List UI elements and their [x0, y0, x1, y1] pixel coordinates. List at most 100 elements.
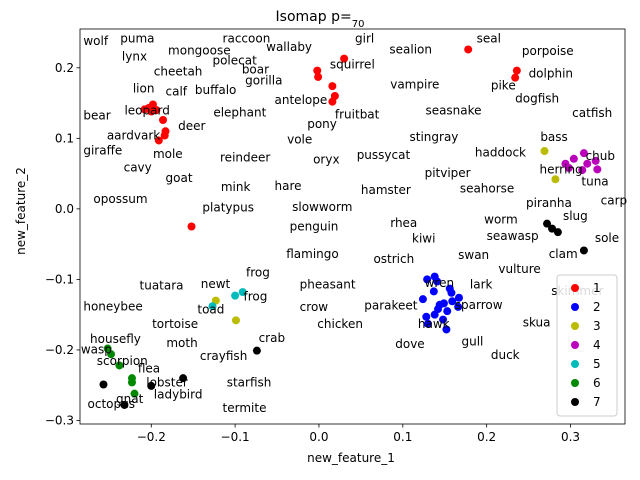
data-point-series-1 [511, 73, 520, 82]
data-point-series-7 [553, 228, 562, 237]
data-point-series-3 [540, 147, 549, 156]
point-label: wren [425, 276, 454, 290]
chart-title: Isomap p=70 [276, 9, 365, 30]
data-point-series-6 [107, 350, 116, 359]
data-point-series-1 [152, 106, 161, 115]
data-point-series-4 [569, 154, 578, 163]
point-label: bear [83, 108, 110, 122]
point-label: wallaby [266, 40, 312, 54]
data-point-series-7 [548, 224, 557, 233]
point-label: lion [133, 81, 155, 95]
data-point-series-2 [418, 295, 427, 304]
data-point-series-1 [464, 45, 473, 54]
point-label: clam [549, 247, 578, 261]
data-point-series-4 [564, 163, 573, 172]
point-label: goat [166, 171, 193, 185]
data-point-series-1 [160, 131, 169, 140]
data-point-series-6 [130, 389, 139, 398]
point-label: skua [523, 316, 551, 330]
point-label: porpoise [522, 44, 574, 58]
legend-marker [571, 322, 579, 330]
data-point-series-4 [591, 156, 600, 165]
data-point-series-4 [593, 165, 602, 174]
point-label: gnat [116, 392, 144, 406]
y-tick-label: −0.3 [45, 413, 74, 427]
point-label: seawasp [487, 229, 539, 243]
point-label: leopard [124, 103, 169, 117]
point-label: hamster [361, 183, 411, 197]
legend-label: 4 [593, 338, 601, 352]
point-label: rhea [390, 216, 417, 230]
point-label: lark [470, 278, 493, 292]
point-label: penguin [290, 220, 339, 234]
point-label: lobster [146, 376, 188, 390]
point-label: elephant [213, 105, 266, 119]
point-label: cavy [124, 160, 152, 174]
point-label: termite [223, 401, 267, 415]
point-label: newt [201, 277, 231, 291]
point-label: pheasant [300, 278, 356, 292]
point-label: tuna [581, 175, 608, 189]
point-label: toad [197, 302, 224, 316]
data-point-series-2 [442, 325, 451, 334]
x-tick-label: 0.1 [393, 430, 412, 444]
data-point-series-2 [423, 275, 432, 284]
legend-marker [571, 398, 579, 406]
point-label: slowworm [292, 200, 352, 214]
legend-label: 7 [593, 395, 601, 409]
y-tick-label: 0.0 [55, 202, 74, 216]
data-point-series-7 [120, 400, 129, 409]
point-label: crab [259, 331, 286, 345]
point-label: parakeet [364, 299, 418, 313]
data-point-series-2 [454, 302, 463, 311]
legend-marker [571, 284, 579, 292]
data-point-series-2 [439, 315, 448, 324]
data-point-series-7 [179, 374, 188, 383]
point-label: pitviper [425, 166, 471, 180]
point-label: flamingo [286, 247, 339, 261]
point-label: deer [178, 119, 205, 133]
point-label: sealion [389, 43, 432, 57]
point-label: mongoose [168, 43, 231, 57]
point-label: chub [586, 149, 615, 163]
point-label: tuatara [140, 278, 184, 292]
point-label: crayfish [200, 349, 247, 363]
point-label: tortoise [152, 317, 198, 331]
point-label: haddock [475, 146, 526, 160]
point-label: sparrow [455, 298, 503, 312]
point-label: moth [166, 336, 197, 350]
point-label: duck [491, 348, 520, 362]
point-label: pony [307, 117, 337, 131]
data-point-series-6 [115, 361, 124, 370]
point-label: lynx [122, 50, 147, 64]
point-label: wolf [83, 34, 108, 48]
point-label: seahorse [460, 182, 515, 196]
point-label: gull [462, 335, 484, 349]
chart-title-main: Isomap p= [276, 9, 352, 25]
point-label: opossum [93, 192, 147, 206]
point-label: herring [539, 163, 582, 177]
legend-label: 6 [593, 376, 601, 390]
point-label: hare [275, 179, 302, 193]
point-label: octopus [88, 397, 135, 411]
x-tick-label: 0.3 [561, 430, 580, 444]
point-label: dove [395, 337, 424, 351]
data-point-series-1 [159, 115, 168, 124]
data-point-series-1 [340, 54, 349, 63]
legend-marker [571, 379, 579, 387]
data-point-series-2 [430, 310, 439, 319]
data-point-series-1 [314, 72, 323, 81]
point-label: aardvark [107, 129, 160, 143]
data-point-series-3 [231, 316, 240, 325]
point-label: chicken [317, 317, 363, 331]
data-point-series-7 [579, 246, 588, 255]
point-label: vampire [390, 77, 439, 91]
data-point-series-2 [447, 288, 456, 297]
point-label: frog [244, 290, 268, 304]
point-label: starfish [227, 376, 272, 390]
point-label: wasp [81, 342, 112, 356]
point-label: seal [477, 31, 501, 45]
point-label: bass [540, 130, 567, 144]
plot-area: −0.2 −0.1 0.0 0.1 0.2 0.3 −0.3 −0.2 −0.1 0.0 0.1 0.… [45, 28, 627, 444]
